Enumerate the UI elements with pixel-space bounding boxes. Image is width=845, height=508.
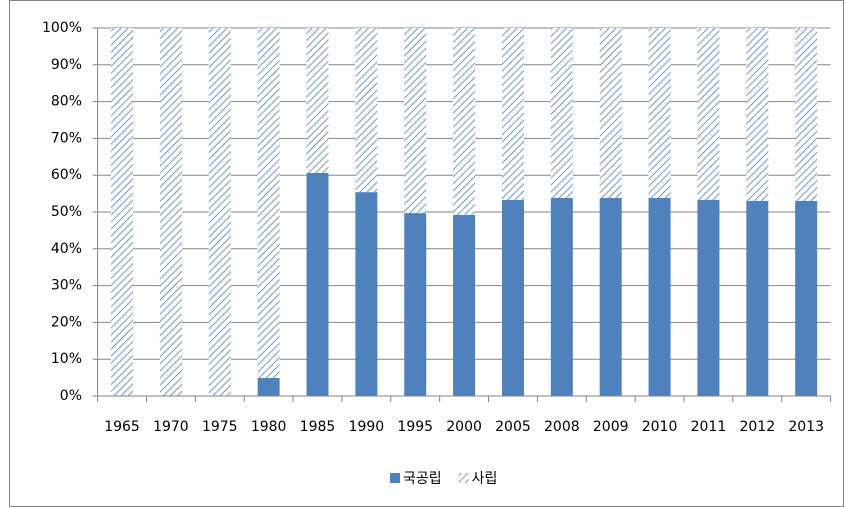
y-tick-label: 100% [42,20,82,36]
y-tick-label: 70% [51,130,82,146]
bar-segment [111,28,134,396]
bar-segment [404,28,427,214]
bar-segment [746,28,769,201]
y-tick-label: 0% [60,388,82,404]
bar-segment [599,198,622,396]
bar-segment [795,28,818,201]
x-tick-label: 2009 [593,419,629,435]
bar-segment [355,192,378,396]
bar-segment [159,28,182,396]
bar-segment [453,28,476,215]
legend-label: 사립 [472,471,498,487]
bar-segment [697,28,720,200]
x-tick-label: 2013 [788,419,824,435]
x-tick-label: 1970 [153,419,189,435]
x-tick-label: 2000 [446,419,482,435]
bar-segment [550,28,573,199]
bar-segment [257,28,280,378]
bar-segment [648,198,671,396]
bar-segment [795,200,818,396]
x-tick-label: 2012 [739,419,775,435]
x-tick-label: 2005 [495,419,531,435]
x-tick-label: 1980 [251,419,287,435]
y-tick-label: 30% [51,278,82,294]
bar-segment [550,198,573,396]
y-tick-label: 60% [51,167,82,183]
bar-segment [453,214,476,396]
y-tick-label: 20% [51,314,82,330]
x-tick-label: 1975 [202,419,238,435]
y-tick-label: 40% [51,241,82,257]
legend-swatch [390,473,400,483]
y-tick-label: 80% [51,94,82,110]
bar-segment [599,28,622,199]
legend-label: 국공립 [403,471,442,487]
legend-swatch [458,473,469,483]
x-tick-label: 2010 [642,419,678,435]
y-tick-label: 90% [51,57,82,73]
bar-segment [257,377,280,396]
x-tick-label: 2008 [544,419,580,435]
x-tick-label: 1965 [104,419,140,435]
y-tick-label: 10% [51,351,82,367]
bar-segment [208,28,231,396]
bar-segment [355,28,378,193]
bar-segment [501,28,524,200]
bar-segment [697,199,720,396]
x-tick-label: 2011 [691,419,727,435]
bar-segment [746,200,769,396]
bar-segment [306,172,329,396]
bar-segment [501,199,524,396]
bar-segment [306,28,329,173]
x-tick-label: 1990 [349,419,385,435]
bar-segment [404,213,427,396]
y-tick-label: 50% [51,204,82,220]
x-tick-label: 1985 [300,419,336,435]
x-tick-label: 1995 [397,419,433,435]
bar-segment [648,28,671,199]
